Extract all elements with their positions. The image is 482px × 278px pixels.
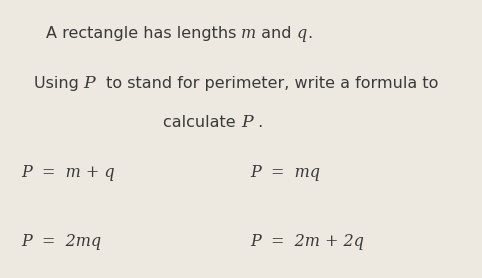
Text: to stand for perimeter, write a formula to: to stand for perimeter, write a formula … [101, 76, 438, 91]
Text: P  =  mq: P = mq [251, 164, 321, 181]
Text: m: m [241, 25, 256, 42]
Text: P  =  2m + 2q: P = 2m + 2q [251, 233, 364, 250]
Text: q: q [297, 25, 307, 42]
Text: P: P [84, 75, 101, 92]
Text: calculate: calculate [163, 115, 241, 130]
Text: and: and [256, 26, 297, 41]
Text: A rectangle has lengths: A rectangle has lengths [45, 26, 241, 41]
Text: P  =  m + q: P = m + q [22, 164, 115, 181]
Text: .: . [253, 115, 263, 130]
Text: Using: Using [34, 76, 84, 91]
Text: .: . [307, 26, 312, 41]
Text: P  =  2mq: P = 2mq [22, 233, 102, 250]
Text: P: P [241, 114, 253, 131]
